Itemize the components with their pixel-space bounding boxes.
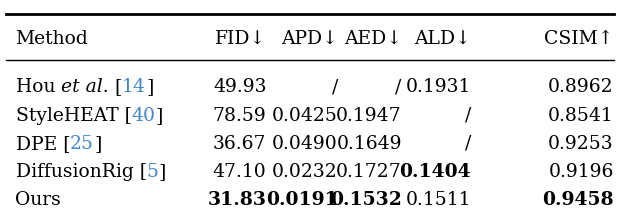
Text: 0.9458: 0.9458 [542, 191, 614, 209]
Text: ALD↓: ALD↓ [414, 30, 471, 48]
Text: 0.1511: 0.1511 [405, 191, 471, 209]
Text: ]: ] [146, 78, 153, 97]
Text: 0.1404: 0.1404 [399, 163, 471, 181]
Text: 49.93: 49.93 [213, 78, 267, 97]
Text: /: / [465, 135, 471, 153]
Text: DPE [: DPE [ [16, 135, 70, 153]
Text: 47.10: 47.10 [213, 163, 267, 181]
Text: ]: ] [159, 163, 166, 181]
Text: 0.1649: 0.1649 [336, 135, 402, 153]
Text: et al.: et al. [61, 78, 108, 97]
Text: /: / [396, 78, 402, 97]
Text: APD↓: APD↓ [281, 30, 338, 48]
Text: ]: ] [156, 106, 163, 125]
Text: StyleHEAT [: StyleHEAT [ [16, 106, 131, 125]
Text: 25: 25 [70, 135, 94, 153]
Text: 0.0232: 0.0232 [272, 163, 338, 181]
Text: Ours: Ours [16, 191, 61, 209]
Text: 0.9196: 0.9196 [549, 163, 614, 181]
Text: [: [ [108, 78, 122, 97]
Text: FID↓: FID↓ [215, 30, 267, 48]
Text: 0.1727: 0.1727 [336, 163, 402, 181]
Text: 36.67: 36.67 [213, 135, 267, 153]
Text: 0.0425: 0.0425 [272, 106, 338, 125]
Text: 40: 40 [131, 106, 156, 125]
Text: DiffusionRig [: DiffusionRig [ [16, 163, 146, 181]
Text: 0.0490: 0.0490 [272, 135, 338, 153]
Text: 14: 14 [122, 78, 146, 97]
Text: 0.0191: 0.0191 [266, 191, 338, 209]
Text: 0.1931: 0.1931 [406, 78, 471, 97]
Text: /: / [332, 78, 338, 97]
Text: Hou: Hou [16, 78, 61, 97]
Text: 0.1532: 0.1532 [330, 191, 402, 209]
Text: 0.8541: 0.8541 [548, 106, 614, 125]
Text: /: / [465, 106, 471, 125]
Text: 5: 5 [146, 163, 159, 181]
Text: ]: ] [94, 135, 102, 153]
Text: 78.59: 78.59 [213, 106, 267, 125]
Text: 0.8962: 0.8962 [548, 78, 614, 97]
Text: 0.1947: 0.1947 [336, 106, 402, 125]
Text: 31.83: 31.83 [208, 191, 267, 209]
Text: AED↓: AED↓ [343, 30, 402, 48]
Text: 0.9253: 0.9253 [548, 135, 614, 153]
Text: Method: Method [16, 30, 88, 48]
Text: CSIM↑: CSIM↑ [544, 30, 614, 48]
